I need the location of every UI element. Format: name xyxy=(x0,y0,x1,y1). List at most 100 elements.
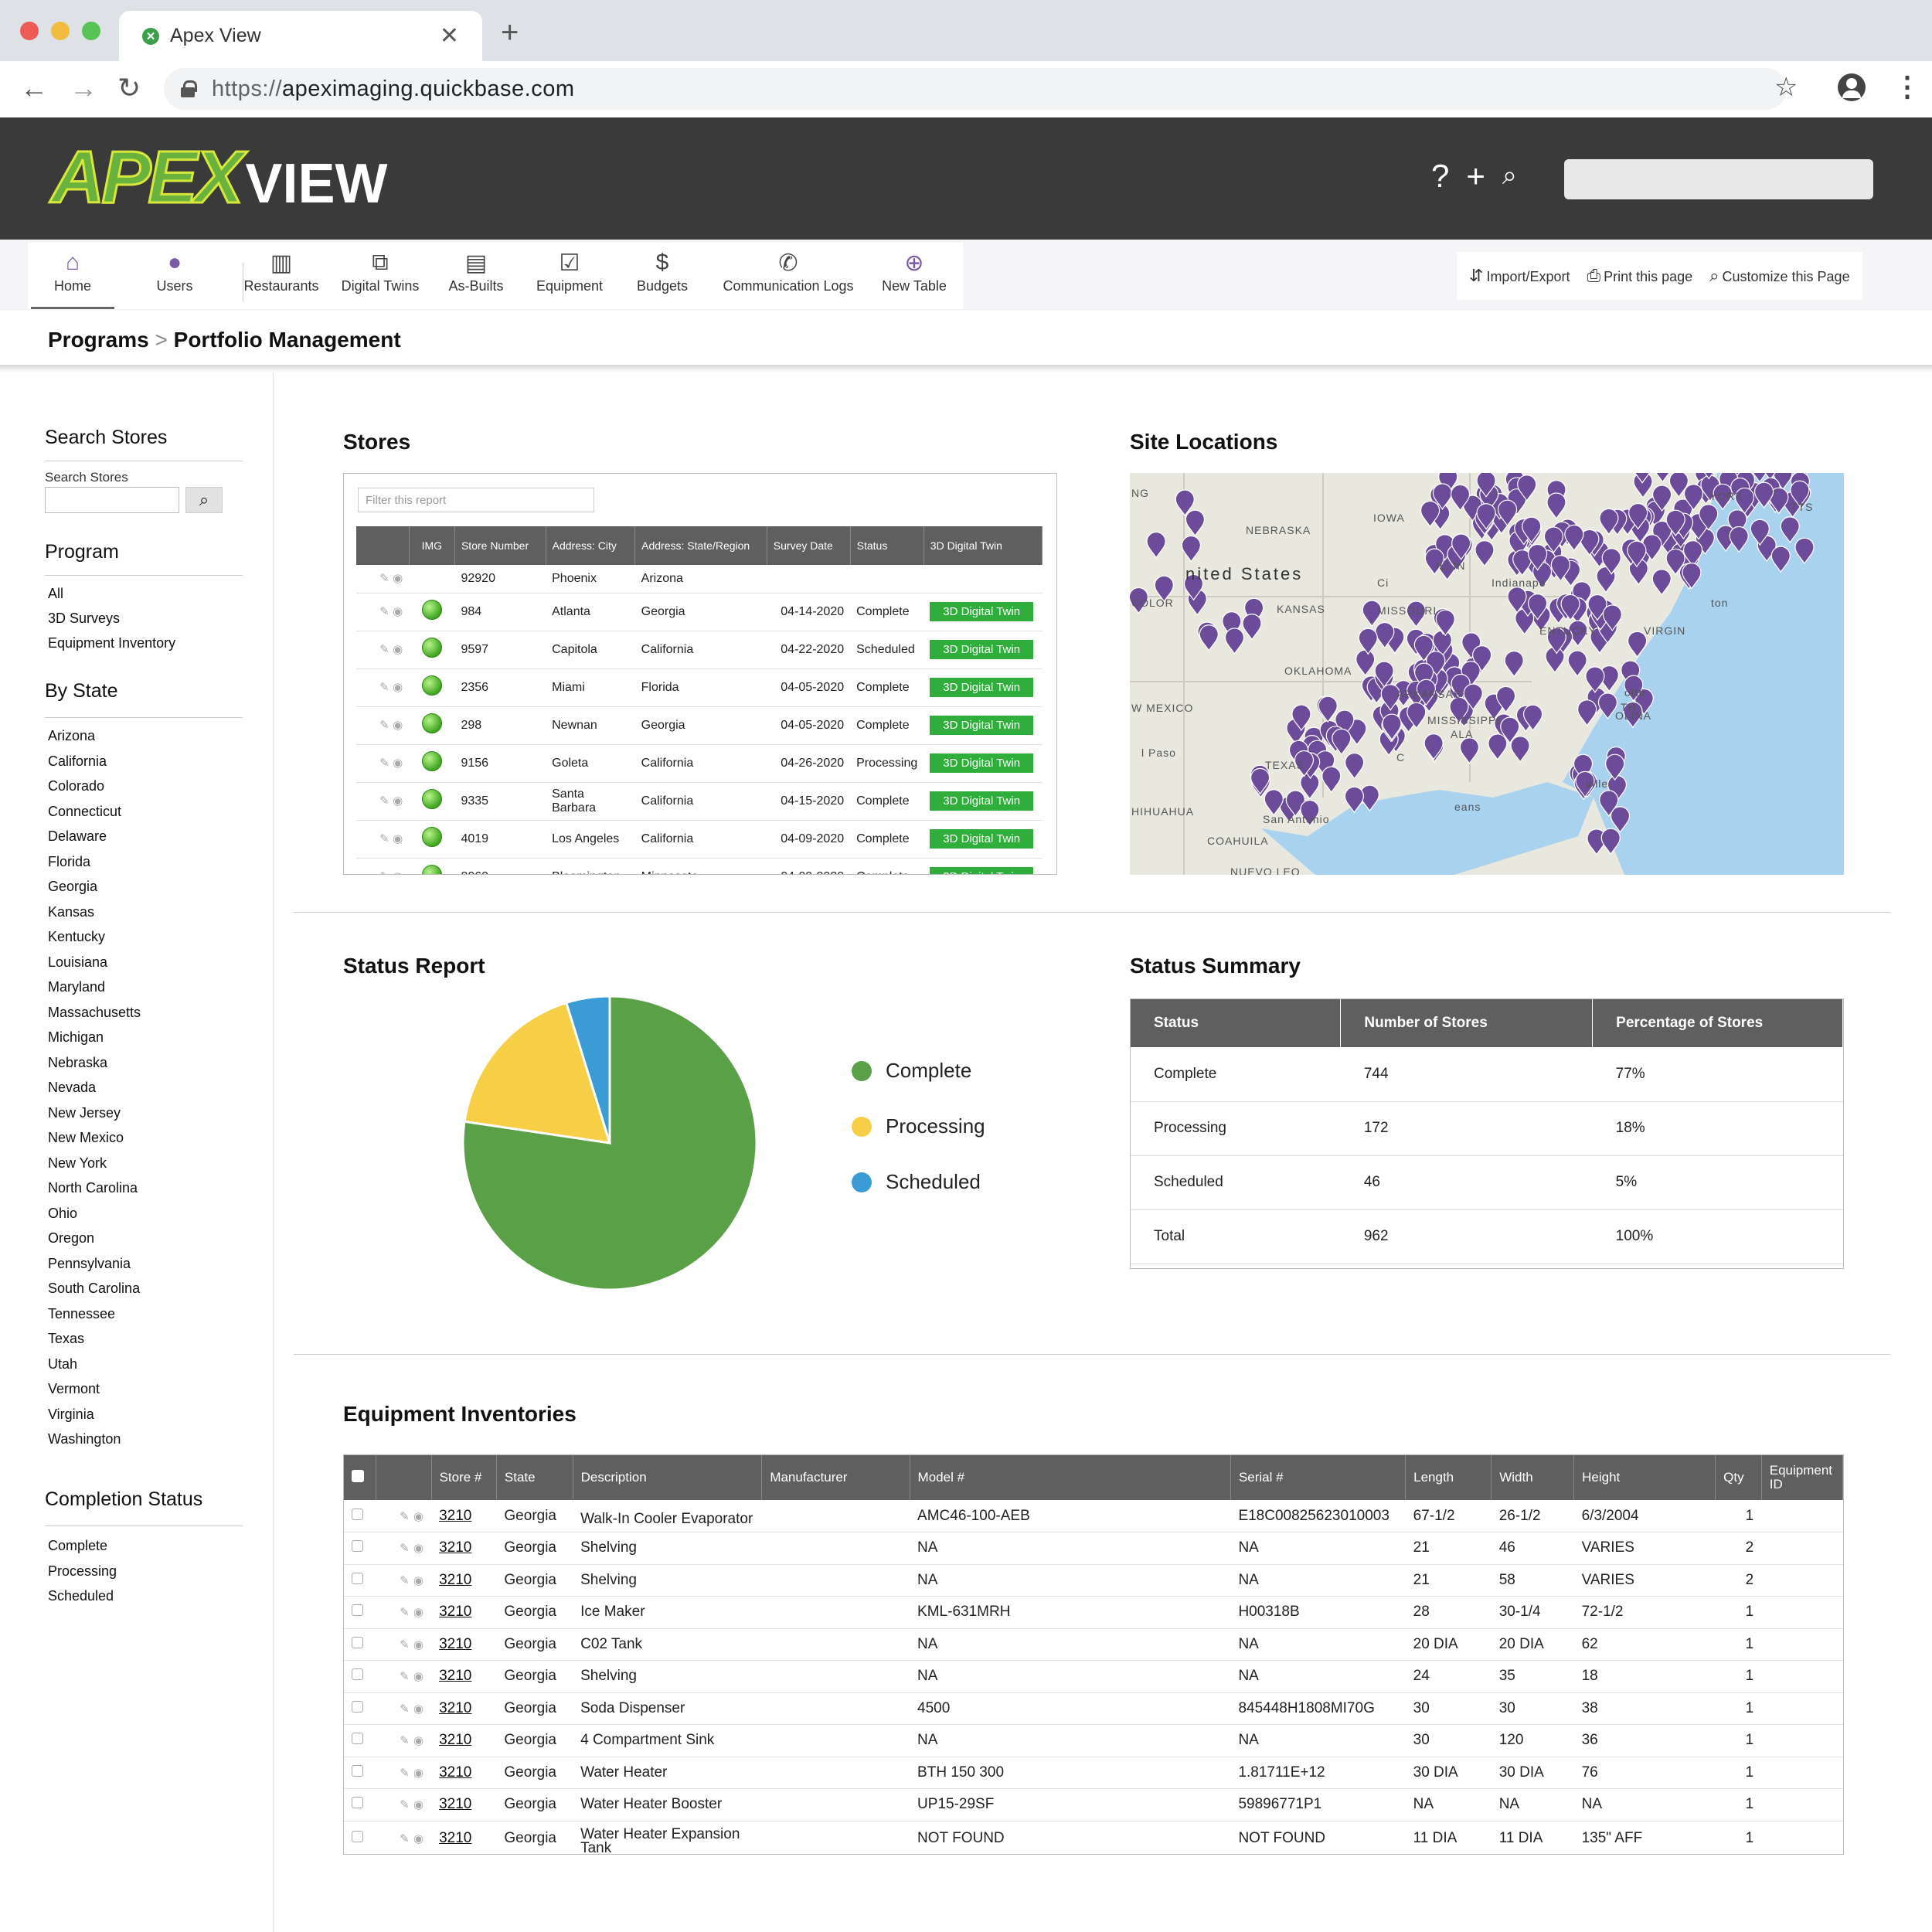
row-checkbox[interactable] xyxy=(352,1733,363,1745)
store-location-pin-icon[interactable] xyxy=(1682,563,1702,590)
view-eye-icon[interactable]: ◉ xyxy=(413,1832,424,1845)
equipment-row[interactable]: ✎ ◉ 3210 Georgia C02 Tank NA NA 20 DIA 20 DIA 62… xyxy=(344,1628,1843,1661)
equipment-row[interactable]: ✎ ◉ 3210 Georgia Shelving NA NA 21 46 VARIES 2 xyxy=(344,1532,1843,1565)
store-location-pin-icon[interactable] xyxy=(1488,733,1508,761)
view-eye-icon[interactable]: ◉ xyxy=(393,832,403,845)
store-location-pin-icon[interactable] xyxy=(1522,516,1542,544)
store-location-pin-icon[interactable] xyxy=(1463,683,1483,711)
state-nebraska[interactable]: Nebraska xyxy=(48,1054,108,1070)
state-tennessee[interactable]: Tennessee xyxy=(48,1305,116,1321)
edit-pencil-icon[interactable]: ✎ xyxy=(400,1542,410,1556)
stores-col-status[interactable]: Status xyxy=(850,526,924,565)
store-location-pin-icon[interactable] xyxy=(1224,628,1245,655)
edit-pencil-icon[interactable]: ✎ xyxy=(400,1509,410,1523)
store-location-pin-icon[interactable] xyxy=(1769,487,1789,515)
stores-col-address-city[interactable]: Address: City xyxy=(546,526,636,565)
edit-pencil-icon[interactable]: ✎ xyxy=(379,794,389,808)
store-location-pin-icon[interactable] xyxy=(1476,473,1496,498)
3d-digital-twin-button[interactable]: 3D Digital Twin xyxy=(930,716,1034,735)
state-pennsylvania[interactable]: Pennsylvania xyxy=(48,1255,131,1271)
store-location-pin-icon[interactable] xyxy=(1750,473,1769,483)
nav-restaurants[interactable]: ▥ Restaurants xyxy=(240,247,323,309)
view-eye-icon[interactable]: ◉ xyxy=(393,605,403,618)
store-row[interactable]: ✎ ◉ 298 Newnan Georgia 04-05-2020 Complete 3D … xyxy=(356,706,1043,745)
edit-pencil-icon[interactable]: ✎ xyxy=(379,572,389,586)
store-location-pin-icon[interactable] xyxy=(1175,489,1195,517)
store-location-pin-icon[interactable] xyxy=(1507,587,1527,614)
global-search-input[interactable] xyxy=(1564,159,1873,199)
edit-pencil-icon[interactable]: ✎ xyxy=(400,1766,410,1780)
filter-report-input[interactable]: Filter this report xyxy=(358,488,594,512)
store-location-pin-icon[interactable] xyxy=(1510,736,1530,763)
state-nevada[interactable]: Nevada xyxy=(48,1080,97,1095)
equipment-col-length[interactable]: Length xyxy=(1405,1455,1492,1500)
edit-pencil-icon[interactable]: ✎ xyxy=(379,832,389,845)
view-eye-icon[interactable]: ◉ xyxy=(413,1509,424,1523)
state-ohio[interactable]: Ohio xyxy=(48,1205,78,1221)
view-eye-icon[interactable]: ◉ xyxy=(413,1573,424,1587)
store-location-pin-icon[interactable] xyxy=(1504,650,1524,678)
edit-pencil-icon[interactable]: ✎ xyxy=(400,1832,410,1845)
state-arizona[interactable]: Arizona xyxy=(48,728,96,743)
equipment-row[interactable]: ✎ ◉ 3210 Georgia Water Heater Booster UP15-2… xyxy=(344,1788,1843,1821)
store-location-pin-icon[interactable] xyxy=(1416,679,1436,706)
store-number[interactable]: 3210 xyxy=(431,1757,497,1789)
store-location-pin-icon[interactable] xyxy=(1605,753,1625,781)
3d-digital-twin-button[interactable]: 3D Digital Twin xyxy=(930,867,1034,874)
state-kentucky[interactable]: Kentucky xyxy=(48,929,106,944)
store-location-pin-icon[interactable] xyxy=(1450,484,1471,512)
store-number[interactable]: 3210 xyxy=(431,1500,497,1532)
view-eye-icon[interactable]: ◉ xyxy=(413,1798,424,1812)
store-location-pin-icon[interactable] xyxy=(1362,600,1382,628)
store-location-pin-icon[interactable] xyxy=(1780,516,1800,543)
store-row[interactable]: ✎ ◉ 984 Atlanta Georgia 04-14-2020 Complete 3D… xyxy=(356,593,1043,631)
edit-pencil-icon[interactable]: ✎ xyxy=(400,1606,410,1620)
store-image-thumbnail-icon[interactable] xyxy=(421,713,442,733)
3d-digital-twin-button[interactable]: 3D Digital Twin xyxy=(930,791,1034,811)
completion-processing[interactable]: Processing xyxy=(48,1563,117,1579)
store-location-pin-icon[interactable] xyxy=(1432,483,1453,510)
store-location-pin-icon[interactable] xyxy=(1683,484,1704,511)
store-location-pin-icon[interactable] xyxy=(1321,766,1342,794)
store-location-pin-icon[interactable] xyxy=(1753,481,1774,509)
store-location-pin-icon[interactable] xyxy=(1476,503,1496,530)
store-location-pin-icon[interactable] xyxy=(1406,600,1427,628)
minimize-window-button[interactable] xyxy=(51,22,70,40)
store-row[interactable]: ✎ ◉ 9156 Goleta California 04-26-2020 Process… xyxy=(356,744,1043,783)
store-location-pin-icon[interactable] xyxy=(1577,699,1597,726)
store-location-pin-icon[interactable] xyxy=(1528,543,1548,571)
store-number-link[interactable]: 3210 xyxy=(439,1507,472,1524)
store-location-pin-icon[interactable] xyxy=(1146,531,1166,559)
row-checkbox[interactable] xyxy=(352,1604,363,1617)
store-location-pin-icon[interactable] xyxy=(1495,685,1516,713)
store-location-pin-icon[interactable] xyxy=(1546,492,1566,520)
equipment-row[interactable]: ✎ ◉ 3210 Georgia 4 Compartment Sink NA NA 30 12… xyxy=(344,1724,1843,1757)
store-location-pin-icon[interactable] xyxy=(1665,509,1685,537)
program-all[interactable]: All xyxy=(48,586,64,601)
store-number[interactable]: 3210 xyxy=(431,1724,497,1757)
store-number[interactable]: 3210 xyxy=(431,1788,497,1821)
state-michigan[interactable]: Michigan xyxy=(48,1029,104,1045)
view-eye-icon[interactable]: ◉ xyxy=(413,1734,424,1748)
store-location-pin-icon[interactable] xyxy=(1633,473,1651,484)
edit-pencil-icon[interactable]: ✎ xyxy=(400,1638,410,1651)
store-location-pin-icon[interactable] xyxy=(1580,529,1600,556)
3d-digital-twin-button[interactable]: 3D Digital Twin xyxy=(930,602,1034,621)
store-location-pin-icon[interactable] xyxy=(1575,770,1595,798)
maximize-window-button[interactable] xyxy=(82,22,100,40)
state-connecticut[interactable]: Connecticut xyxy=(48,803,122,819)
stores-col-img[interactable]: IMG xyxy=(409,526,455,565)
site-locations-map[interactable]: NEBRASKA IOWA KANSAS MISSOURI OKLAHOMA ARKANS… xyxy=(1130,473,1844,875)
edit-pencil-icon[interactable]: ✎ xyxy=(400,1573,410,1587)
store-location-pin-icon[interactable] xyxy=(1627,631,1648,658)
edit-pencil-icon[interactable]: ✎ xyxy=(379,757,389,770)
store-location-pin-icon[interactable] xyxy=(1770,546,1791,573)
view-eye-icon[interactable]: ◉ xyxy=(413,1766,424,1780)
edit-pencil-icon[interactable]: ✎ xyxy=(400,1702,410,1716)
store-location-pin-icon[interactable] xyxy=(1600,828,1621,855)
store-location-pin-icon[interactable] xyxy=(1560,594,1580,621)
nav-communication-logs[interactable]: ✆ Communication Logs xyxy=(716,247,861,309)
reload-icon[interactable]: ↻ xyxy=(117,72,141,104)
store-number-link[interactable]: 3210 xyxy=(439,1829,472,1846)
store-number-link[interactable]: 3210 xyxy=(439,1539,472,1556)
